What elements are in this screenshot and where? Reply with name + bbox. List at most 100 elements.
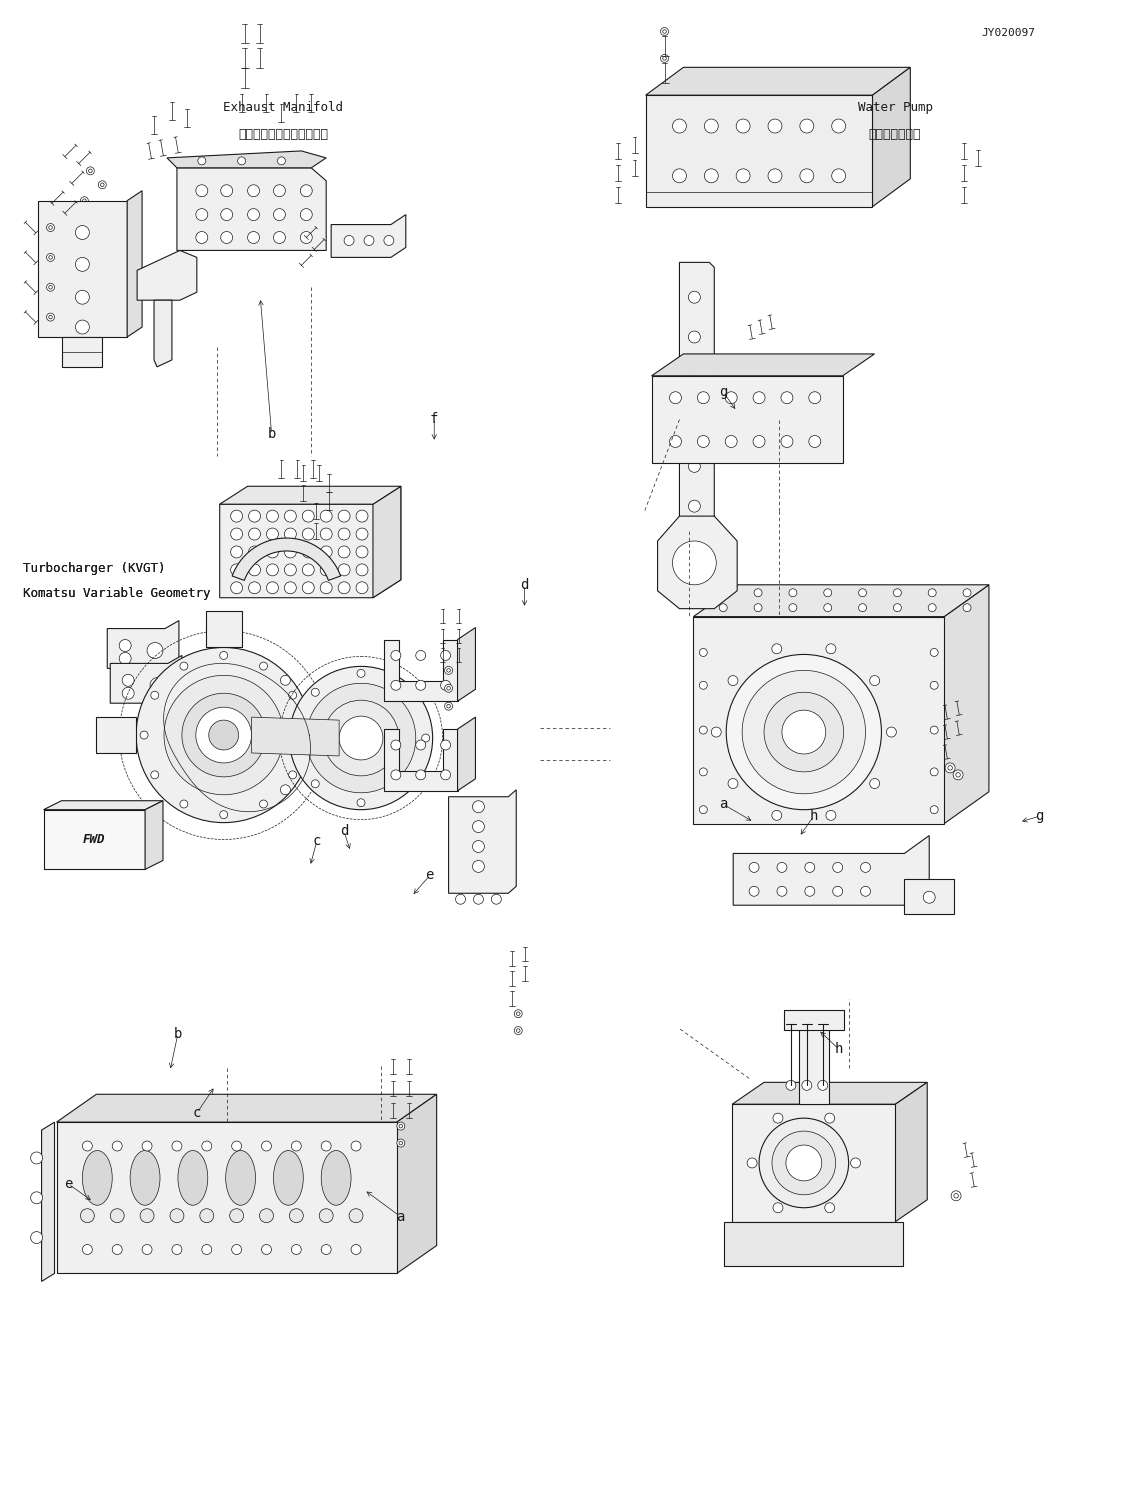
Circle shape [800,119,814,133]
Text: Komatsu Variable Geometry: Komatsu Variable Geometry [23,587,211,600]
Circle shape [140,732,148,739]
Polygon shape [57,1122,397,1274]
Circle shape [220,185,233,197]
Circle shape [747,1158,757,1168]
Polygon shape [252,717,339,755]
Circle shape [99,180,107,189]
Circle shape [826,644,835,654]
Circle shape [472,800,485,812]
Polygon shape [657,516,737,609]
Circle shape [699,767,707,776]
Polygon shape [905,879,955,915]
Circle shape [285,545,296,557]
Circle shape [663,57,666,60]
Polygon shape [646,67,910,95]
Circle shape [247,209,260,221]
Circle shape [956,773,960,778]
Text: Exhaust Manifold: Exhaust Manifold [222,101,343,113]
Circle shape [267,563,278,575]
Circle shape [344,235,354,246]
Circle shape [274,231,285,243]
Circle shape [209,720,238,749]
Polygon shape [220,486,401,504]
Circle shape [180,662,188,671]
Circle shape [720,589,728,596]
Circle shape [824,603,832,612]
Circle shape [267,510,278,522]
Circle shape [267,527,278,539]
Polygon shape [732,1104,896,1222]
Circle shape [726,654,882,809]
Circle shape [151,691,159,699]
Circle shape [860,887,871,897]
Circle shape [400,1141,403,1144]
Circle shape [754,603,762,612]
Text: ウォータポンプ: ウォータポンプ [868,128,922,140]
Circle shape [697,392,709,404]
Circle shape [320,581,333,593]
Circle shape [860,863,871,872]
Circle shape [824,589,832,596]
Circle shape [953,1193,958,1198]
Circle shape [781,435,793,447]
Circle shape [112,1141,123,1150]
Circle shape [301,209,312,221]
Circle shape [220,811,228,818]
Polygon shape [457,717,476,791]
Circle shape [931,806,939,814]
Circle shape [390,770,401,779]
Text: a: a [720,797,728,812]
Circle shape [31,1152,43,1164]
Circle shape [670,392,681,404]
Text: c: c [193,1106,201,1119]
Polygon shape [108,621,179,669]
Circle shape [893,603,901,612]
Circle shape [180,800,188,808]
Ellipse shape [226,1150,255,1205]
Circle shape [825,1113,834,1123]
Circle shape [491,894,502,904]
Circle shape [311,779,319,788]
Circle shape [951,1191,961,1201]
Circle shape [945,763,955,773]
Circle shape [777,887,787,897]
Circle shape [229,1208,244,1223]
Circle shape [833,887,842,897]
Polygon shape [43,800,163,809]
Polygon shape [331,215,406,258]
Text: f: f [430,411,438,426]
Text: b: b [268,426,276,441]
Circle shape [789,589,797,596]
Circle shape [447,669,451,672]
Circle shape [247,231,260,243]
Circle shape [514,1010,522,1018]
Polygon shape [384,639,457,702]
Circle shape [689,460,700,472]
Circle shape [785,1144,822,1182]
Text: Komatsu Variable Geometry: Komatsu Variable Geometry [23,587,211,600]
Circle shape [397,1122,405,1129]
Circle shape [516,1012,520,1016]
Circle shape [351,1141,361,1150]
Circle shape [672,168,687,183]
Circle shape [440,770,451,779]
Circle shape [321,1141,331,1150]
Circle shape [302,527,314,539]
Circle shape [415,770,426,779]
Circle shape [267,581,278,593]
Circle shape [302,510,314,522]
Circle shape [826,811,835,821]
Circle shape [220,651,228,660]
Text: h: h [809,809,818,822]
Circle shape [119,639,132,651]
Circle shape [47,224,54,231]
Polygon shape [646,95,873,207]
Circle shape [772,811,782,821]
Circle shape [777,863,787,872]
Circle shape [772,644,782,654]
Circle shape [781,392,793,404]
Circle shape [712,727,721,738]
Circle shape [285,527,296,539]
Circle shape [928,603,936,612]
Circle shape [455,894,465,904]
